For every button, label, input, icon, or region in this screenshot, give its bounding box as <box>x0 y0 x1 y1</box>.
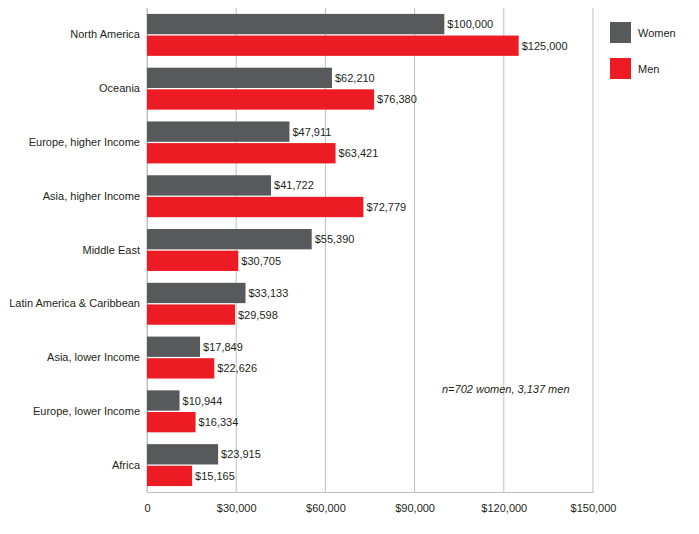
bar <box>147 358 214 378</box>
tick-label: 0 <box>144 502 150 514</box>
data-label: $16,334 <box>199 416 239 428</box>
tick: Latin America & Caribbean <box>9 297 147 309</box>
tick: Europe, lower Income <box>33 405 147 417</box>
category-label: Asia, lower Income <box>47 351 140 363</box>
tick-label: $120,000 <box>481 502 527 514</box>
data-label: $15,165 <box>195 470 235 482</box>
data-label: $62,210 <box>335 72 375 84</box>
category-label: Middle East <box>83 244 140 256</box>
bar <box>147 36 519 56</box>
bar <box>147 466 192 486</box>
bar <box>147 197 363 217</box>
bar <box>147 444 218 464</box>
tick: Oceania <box>99 82 147 94</box>
bar <box>147 175 271 195</box>
data-label: $72,779 <box>366 201 406 213</box>
tick-label: $30,000 <box>217 502 257 514</box>
category-label: North America <box>70 28 141 40</box>
data-label: $30,705 <box>241 255 281 267</box>
y-axis: North America Oceania Europe, higher Incom… <box>9 9 147 493</box>
category-label: Africa <box>112 459 141 471</box>
tick: $120,000 <box>481 492 527 514</box>
tick: 0 <box>144 492 150 514</box>
bar <box>147 412 196 432</box>
grid-line <box>503 8 504 492</box>
data-label: $76,380 <box>377 93 417 105</box>
legend-item: Men <box>610 58 659 79</box>
tick: $60,000 <box>306 492 346 514</box>
grid-line <box>593 8 594 492</box>
data-label: $41,722 <box>274 179 314 191</box>
tick-label: $60,000 <box>306 502 346 514</box>
bar <box>147 251 238 271</box>
tick: North America <box>70 28 147 40</box>
tick: Middle East <box>83 244 147 256</box>
bar <box>147 229 312 249</box>
legend-label: Men <box>638 63 659 75</box>
data-labels: $100,000 $62,210 $47,911 $41,722 $55,390 $33,… <box>183 18 568 482</box>
category-label: Asia, higher Income <box>43 190 140 202</box>
data-label: $29,598 <box>238 309 278 321</box>
bar <box>147 121 289 141</box>
bar <box>147 68 332 88</box>
tick: Africa <box>112 459 147 471</box>
data-label: $55,390 <box>315 233 355 245</box>
bar <box>147 143 336 163</box>
tick: $90,000 <box>395 492 435 514</box>
grid-line <box>414 8 415 492</box>
tick: Asia, higher Income <box>43 190 147 202</box>
tick: Asia, lower Income <box>47 351 147 363</box>
data-label: $47,911 <box>292 126 331 138</box>
bar <box>147 304 235 324</box>
data-label: $33,133 <box>249 287 289 299</box>
grid <box>147 8 593 492</box>
bar <box>147 390 180 410</box>
data-label: $100,000 <box>447 18 493 30</box>
category-label: Oceania <box>99 82 141 94</box>
data-label: $23,915 <box>221 448 261 460</box>
bar <box>147 89 374 109</box>
data-label: $10,944 <box>183 395 223 407</box>
bar <box>147 337 200 357</box>
bars <box>147 14 519 486</box>
tick: $150,000 <box>571 492 617 514</box>
data-label: $17,849 <box>203 341 243 353</box>
x-axis: 0 $30,000 $60,000 $90,000 $120,000 $150,000 <box>144 492 616 514</box>
tick-label: $150,000 <box>571 502 617 514</box>
legend-swatch <box>610 58 631 79</box>
legend-item: Women <box>610 22 676 43</box>
category-label: Europe, lower Income <box>33 405 140 417</box>
bar <box>147 283 246 303</box>
axis-line <box>148 492 594 493</box>
legend-swatch <box>610 22 631 43</box>
tick: Europe, higher Income <box>29 136 147 148</box>
category-label: Europe, higher Income <box>29 136 140 148</box>
data-label: $125,000 <box>522 40 568 52</box>
legend-label: Women <box>638 27 676 39</box>
data-label: $22,626 <box>217 362 257 374</box>
chart: 0 $30,000 $60,000 $90,000 $120,000 $150,000 No… <box>0 0 699 534</box>
annotation: n=702 women, 3,137 men <box>442 383 570 395</box>
tick: $30,000 <box>217 492 257 514</box>
tick-label: $90,000 <box>395 502 435 514</box>
legend: Women Men <box>610 22 676 79</box>
data-label: $63,421 <box>339 147 379 159</box>
category-label: Latin America & Caribbean <box>9 297 140 309</box>
bar <box>147 14 444 34</box>
